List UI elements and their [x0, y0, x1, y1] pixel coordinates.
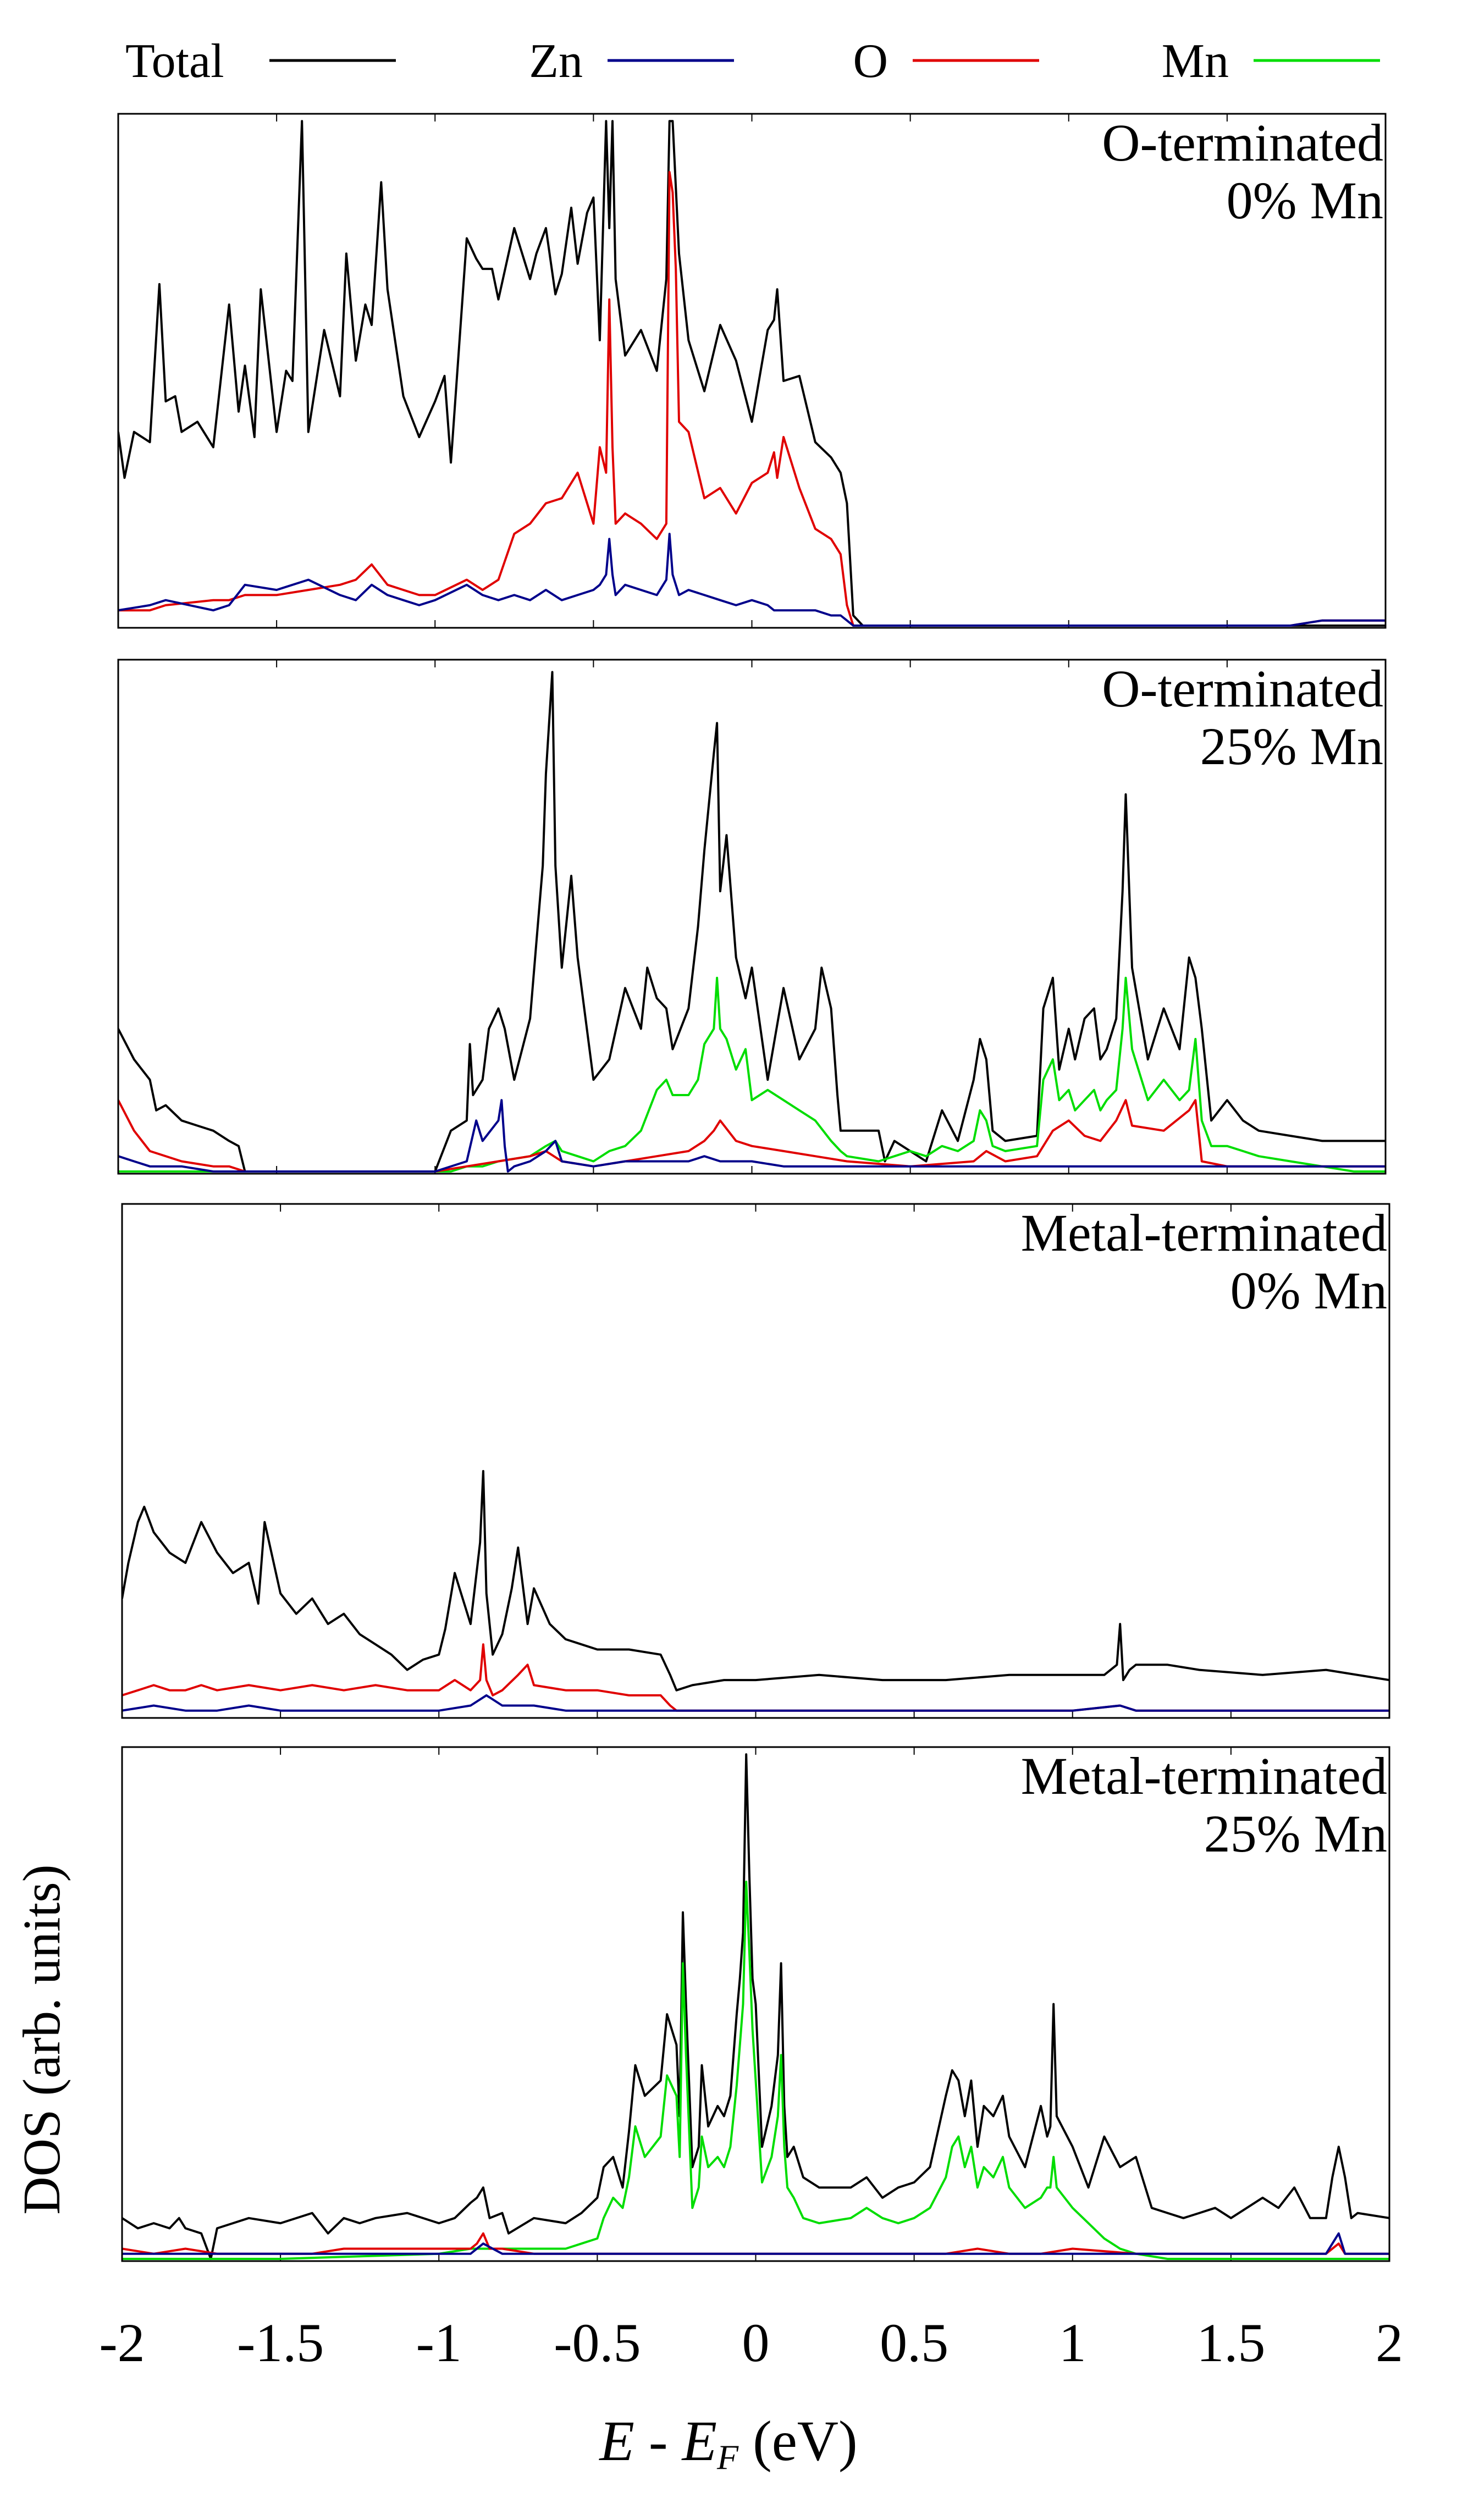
panel-1-line-o: [118, 171, 1386, 627]
x-axis: -2 -1.5 -1 -0.5 0 0.5 1 1.5 2: [99, 2312, 1403, 2373]
panel-3-frame: [121, 1203, 1390, 1719]
x-label-dash: -: [634, 2410, 682, 2473]
panel-1-line-total: [118, 120, 1386, 627]
panel-1-series: [118, 120, 1386, 627]
panel-4-title-line1: Metal-terminated: [1021, 1747, 1387, 1805]
x-tick-label-5: 0.5: [880, 2312, 948, 2373]
x-tick-label-1: -1.5: [237, 2312, 324, 2373]
x-tick-label-3: -0.5: [554, 2312, 641, 2373]
panel-4-title-line2: 25% Mn: [1204, 1804, 1387, 1863]
panel-2-line-total: [118, 671, 1386, 1173]
x-tick-label-2: -1: [416, 2312, 462, 2373]
panel-4-series: [122, 1753, 1389, 2260]
panel-4-line-o: [122, 2232, 1389, 2255]
legend: Total Zn O Mn: [125, 35, 1380, 88]
panel-1-title-line2: 0% Mn: [1227, 171, 1383, 230]
x-tick-label-4: 0: [742, 2312, 770, 2373]
panel-4-line-zn: [122, 2232, 1389, 2255]
panel-2-title-line2: 25% Mn: [1200, 717, 1383, 776]
panel-1-title-line1: O-terminated: [1102, 113, 1383, 172]
panel-1-line-zn: [118, 533, 1386, 627]
x-tick-label-6: 1: [1059, 2312, 1086, 2373]
panel-2-series: [118, 671, 1386, 1173]
panel-2-line-zn: [118, 1099, 1386, 1173]
panel-3-line-total: [122, 1470, 1389, 1692]
x-tick-label-0: -2: [99, 2312, 145, 2373]
panel-4-frame: [121, 1746, 1390, 2262]
panel-3-title-line2: 0% Mn: [1230, 1261, 1387, 1320]
panel-3-series: [122, 1470, 1389, 1712]
legend-label-zn: Zn: [529, 35, 583, 88]
y-axis-label: DOS (arb. units): [12, 1864, 71, 2214]
legend-label-total: Total: [125, 35, 224, 88]
legend-label-mn: Mn: [1162, 35, 1229, 88]
panel-3-line-o: [122, 1643, 1389, 1712]
x-label-e: E: [598, 2410, 634, 2473]
panel-4-line-mn: [122, 1881, 1389, 2260]
x-label-sub: F: [716, 2438, 739, 2477]
panel-4-line-total: [122, 1753, 1389, 2260]
panel-3-title-line1: Metal-terminated: [1021, 1203, 1387, 1262]
x-axis-label: E - EF (eV): [598, 2410, 857, 2477]
legend-label-o: O: [853, 35, 888, 88]
panel-2-title-line1: O-terminated: [1102, 659, 1383, 718]
panel-1-frame: [117, 113, 1387, 629]
panel-2-frame: [117, 659, 1387, 1175]
x-tick-label-7: 1.5: [1196, 2312, 1265, 2373]
x-label-unit: (eV): [738, 2410, 858, 2473]
panel-2-line-mn: [118, 976, 1386, 1173]
x-label-ef: E: [681, 2410, 718, 2473]
x-tick-label-8: 2: [1376, 2312, 1403, 2373]
panel-3-line-zn: [122, 1694, 1389, 1712]
